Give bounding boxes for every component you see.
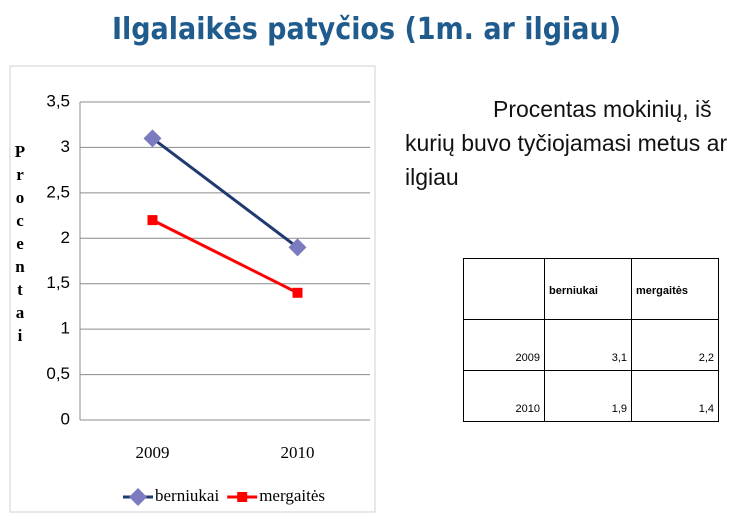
y-tick-label: 1 xyxy=(61,319,70,338)
chart-frame xyxy=(9,65,376,513)
table-row: berniukai mergaitės xyxy=(463,258,719,320)
description: Procentas mokinių, iš kurių buvo tyčioja… xyxy=(405,96,728,190)
y-tick-label: 2,5 xyxy=(46,182,70,201)
legend-label: berniukai xyxy=(155,486,219,505)
table-row: 2009 3,1 2,2 xyxy=(463,319,719,371)
marker xyxy=(288,238,307,257)
y-tick-label: 3 xyxy=(61,137,70,156)
legend-label: mergaitės xyxy=(259,486,325,505)
table-cell: mergaitės xyxy=(631,258,719,320)
y-tick-label: 1,5 xyxy=(46,273,70,292)
y-tick-label: 3,5 xyxy=(46,91,70,110)
table-cell: 1,9 xyxy=(544,370,632,422)
x-tick-label: 2009 xyxy=(136,443,170,462)
table-cell: 3,1 xyxy=(544,319,632,371)
table-cell xyxy=(463,258,545,320)
series-line xyxy=(151,137,299,249)
marker xyxy=(237,492,248,502)
table-cell: 2009 xyxy=(463,319,545,371)
marker xyxy=(129,488,147,506)
table-cell: 1,4 xyxy=(631,370,719,422)
slide-title: Ilgalaikės patyčios (1m. ar ilgiau) xyxy=(111,12,622,47)
data-table: berniukai mergaitės 2009 3,1 2,2 2010 1,9 1,4 xyxy=(463,258,719,422)
marker xyxy=(292,287,303,298)
y-tick-label: 0 xyxy=(61,409,70,428)
y-tick-label: 2 xyxy=(61,228,70,247)
table-cell: 2010 xyxy=(463,370,545,422)
y-axis-label: Procentai xyxy=(14,142,26,345)
table-cell: 2,2 xyxy=(631,319,719,371)
series-line xyxy=(151,218,299,295)
table-cell: berniukai xyxy=(544,258,632,320)
marker xyxy=(147,215,158,226)
y-tick-label: 0,5 xyxy=(46,364,70,383)
x-tick-label: 2010 xyxy=(281,443,315,462)
table-row: 2010 1,9 1,4 xyxy=(463,370,719,422)
table-body: berniukai mergaitės 2009 3,1 2,2 2010 1,9 1,4 xyxy=(463,258,719,422)
marker xyxy=(143,129,162,148)
